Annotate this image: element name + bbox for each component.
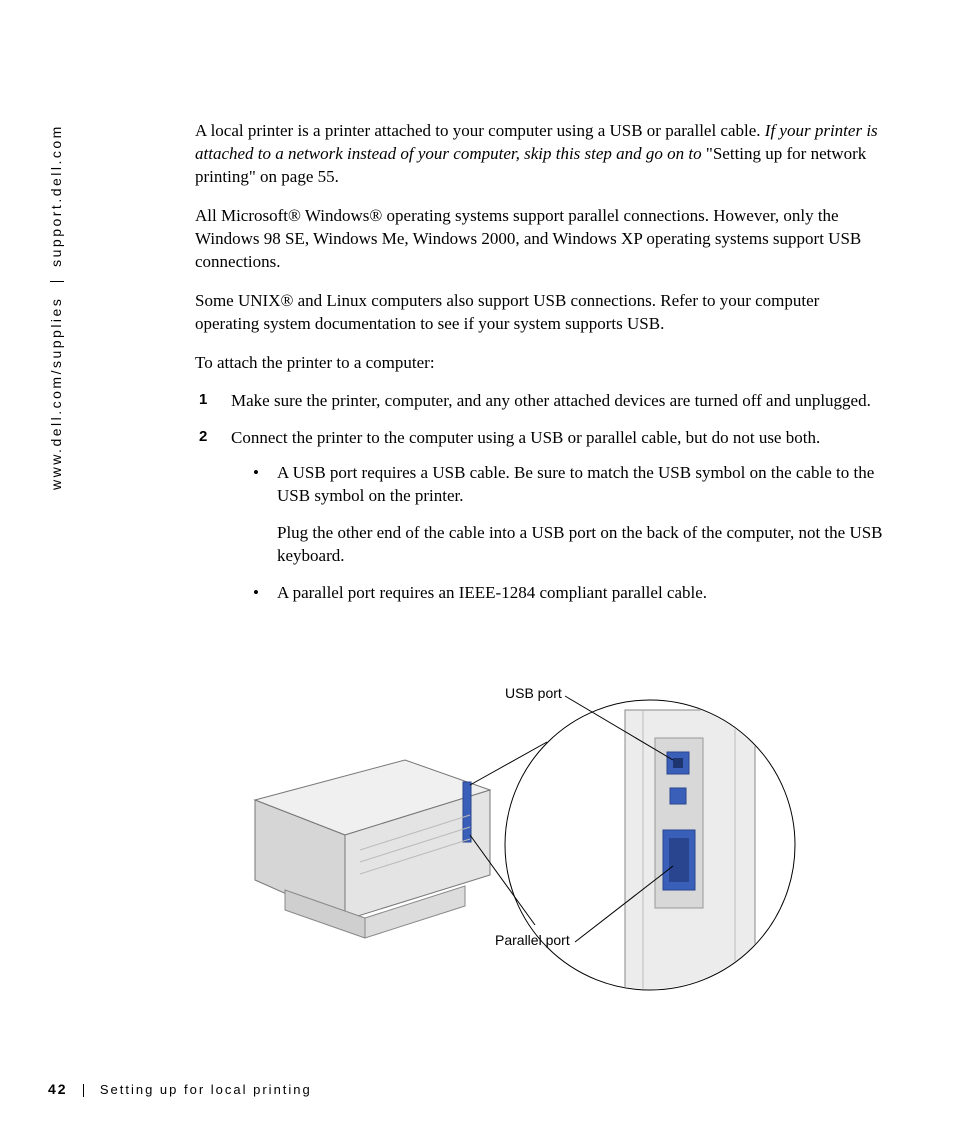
paragraph-attach-intro: To attach the printer to a computer:	[195, 352, 885, 375]
step-1-text: Make sure the printer, computer, and any…	[231, 391, 871, 410]
bullet-usb: A USB port requires a USB cable. Be sure…	[253, 462, 885, 568]
detail-contents	[625, 710, 755, 990]
parallel-port-label: Parallel port	[495, 932, 570, 948]
steps-list: Make sure the printer, computer, and any…	[195, 390, 885, 605]
paragraph-intro: A local printer is a printer attached to…	[195, 120, 885, 189]
page-content: A local printer is a printer attached to…	[195, 120, 885, 619]
footer-section-title: Setting up for local printing	[100, 1082, 312, 1097]
bullet-parallel: A parallel port requires an IEEE-1284 co…	[253, 582, 885, 605]
sidebar-divider	[50, 281, 64, 282]
footer-divider	[83, 1084, 84, 1097]
printer-body	[255, 760, 490, 938]
printer-diagram-svg	[195, 670, 885, 1000]
bullet-parallel-text: A parallel port requires an IEEE-1284 co…	[277, 583, 707, 602]
printer-figure: USB port Parallel port	[195, 670, 885, 1000]
usb-port-label: USB port	[505, 685, 562, 701]
page-footer: 42 Setting up for local printing	[48, 1081, 312, 1097]
page-number: 42	[48, 1081, 68, 1097]
step-1: Make sure the printer, computer, and any…	[195, 390, 885, 413]
sidebar-url-left: www.dell.com/supplies	[48, 297, 64, 490]
step-2: Connect the printer to the computer usin…	[195, 427, 885, 605]
sidebar-url-right: support.dell.com	[48, 124, 64, 267]
p1-segment-a: A local printer is a printer attached to…	[195, 121, 765, 140]
paragraph-unix: Some UNIX® and Linux computers also supp…	[195, 290, 885, 336]
bullet-usb-b: Plug the other end of the cable into a U…	[277, 522, 885, 568]
paragraph-windows: All Microsoft® Windows® operating system…	[195, 205, 885, 274]
sidebar-url: www.dell.com/supplies support.dell.com	[48, 124, 64, 490]
step-2-bullets: A USB port requires a USB cable. Be sure…	[253, 462, 885, 605]
bullet-usb-a: A USB port requires a USB cable. Be sure…	[277, 462, 885, 508]
step-2-text: Connect the printer to the computer usin…	[231, 428, 820, 447]
